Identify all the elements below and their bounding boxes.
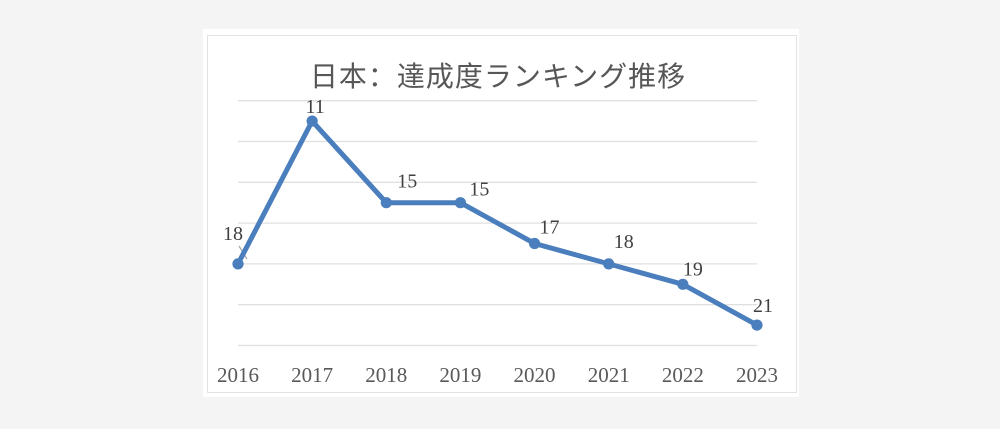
data-label: 18	[223, 223, 243, 245]
data-point-markers	[232, 115, 763, 331]
x-axis-label: 2021	[588, 363, 630, 387]
gridlines	[238, 100, 757, 347]
data-label: 17	[540, 217, 560, 239]
chart-card	[203, 29, 799, 397]
data-point-marker	[528, 237, 541, 250]
data-point-marker	[232, 258, 244, 270]
data-label: 19	[683, 258, 703, 280]
data-label: 21	[753, 295, 773, 317]
chart-card-border	[207, 35, 797, 393]
x-axis-label: 2016	[217, 363, 259, 387]
data-point-marker	[603, 258, 615, 270]
series-line	[235, 118, 760, 328]
x-axis-label: 2017	[291, 363, 333, 387]
data-point-marker	[306, 115, 318, 127]
data-label: 15	[397, 171, 417, 193]
data-point-marker	[380, 197, 392, 209]
data-labels: 18 11 15 15 17 18 19 21	[223, 96, 773, 317]
data-label: 18	[614, 231, 634, 253]
data-label: 15	[469, 179, 489, 201]
data-point-marker	[454, 197, 467, 209]
x-axis-labels: 2016 2017 2018 2019 2020 2021 2022 2023	[217, 363, 778, 387]
x-axis-label: 2020	[514, 363, 556, 387]
data-label: 11	[306, 96, 325, 118]
x-axis-label: 2019	[439, 363, 481, 387]
chart-title: 日本：達成度ランキング推移	[310, 61, 686, 93]
x-axis-label: 2023	[736, 363, 778, 387]
x-axis-label: 2018	[365, 363, 407, 387]
data-point-marker	[751, 319, 763, 331]
data-point-marker	[677, 278, 689, 290]
x-axis-label: 2022	[662, 363, 704, 387]
